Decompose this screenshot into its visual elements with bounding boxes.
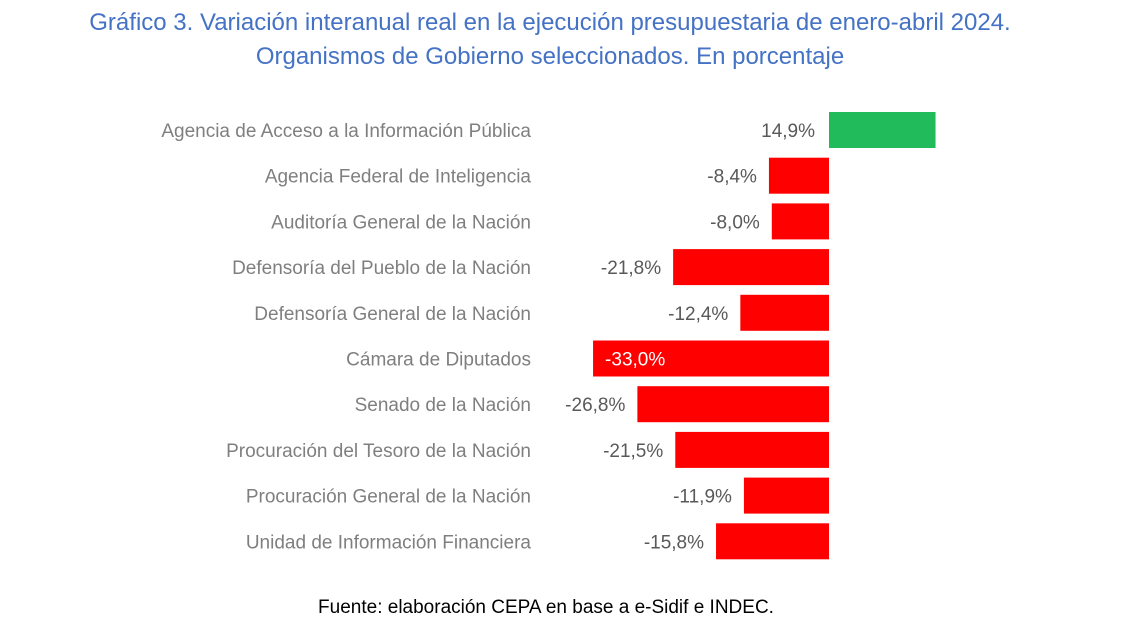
bar <box>740 294 829 331</box>
bar <box>716 523 829 560</box>
bar <box>673 249 829 286</box>
category-label: Procuración General de la Nación <box>246 487 531 508</box>
category-label: Auditoría General de la Nación <box>271 212 531 233</box>
category-label: Cámara de Diputados <box>346 350 531 371</box>
bar <box>829 112 936 148</box>
category-label: Procuración del Tesoro de la Nación <box>226 441 531 462</box>
category-label: Agencia Federal de Inteligencia <box>265 167 532 188</box>
data-label: -33,0% <box>605 350 665 371</box>
bar <box>768 157 829 194</box>
data-label: -26,8% <box>565 395 625 416</box>
bar <box>743 477 829 514</box>
bar <box>593 340 829 377</box>
chart-title-line1: Gráfico 3. Variación interanual real en … <box>89 9 1011 36</box>
data-label: -15,8% <box>644 532 704 553</box>
data-label: -21,8% <box>601 258 661 279</box>
data-label: 14,9% <box>761 121 815 142</box>
category-label: Agencia de Acceso a la Información Públi… <box>161 121 531 142</box>
source-footer: Fuente: elaboración CEPA en base a e-Sid… <box>318 597 774 618</box>
bar <box>637 386 829 423</box>
data-label: -11,9% <box>673 487 732 508</box>
category-label: Defensoría del Pueblo de la Nación <box>232 258 531 279</box>
bar <box>771 203 829 240</box>
data-label: -8,4% <box>707 167 757 188</box>
bar-chart: Agencia de Acceso a la Información Públi… <box>161 112 936 560</box>
bar <box>675 431 829 468</box>
data-label: -12,4% <box>668 304 728 325</box>
chart-title: Gráfico 3. Variación interanual real en … <box>0 6 1100 74</box>
category-label: Senado de la Nación <box>355 395 531 416</box>
category-label: Unidad de Información Financiera <box>246 532 532 553</box>
data-label: -8,0% <box>710 212 760 233</box>
category-label: Defensoría General de la Nación <box>254 304 531 325</box>
data-label: -21,5% <box>603 441 663 462</box>
chart-title-line2: Organismos de Gobierno seleccionados. En… <box>255 43 845 70</box>
